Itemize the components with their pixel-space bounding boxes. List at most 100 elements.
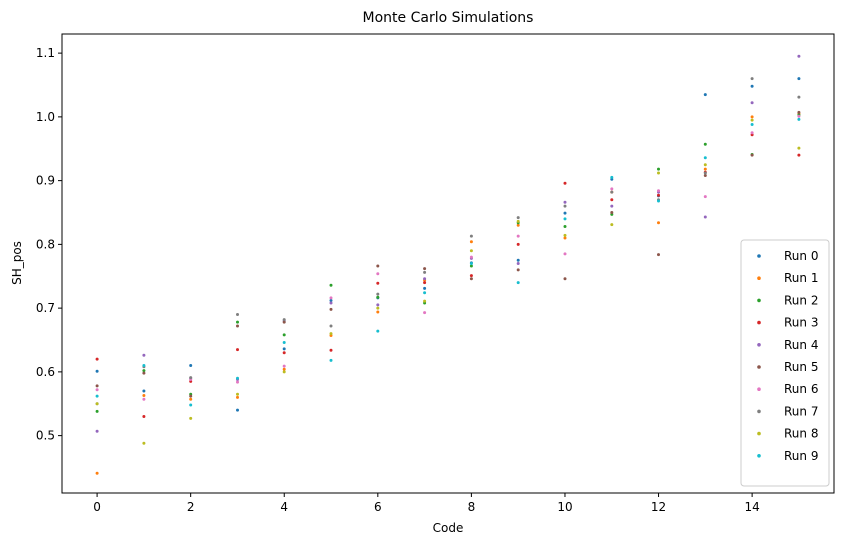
data-point [469, 234, 473, 238]
legend-item: Run 0 [757, 249, 818, 263]
x-tick-label: 0 [93, 500, 101, 514]
data-point [750, 84, 754, 88]
series-run-4 [95, 54, 801, 433]
data-point [95, 357, 99, 361]
chart-title: Monte Carlo Simulations [363, 10, 534, 26]
data-point [797, 110, 801, 114]
legend-item: Run 4 [757, 338, 818, 352]
data-point [563, 204, 567, 208]
data-point [189, 403, 193, 407]
y-tick-label: 0.5 [36, 429, 55, 443]
data-point [189, 394, 193, 398]
data-point [703, 215, 707, 219]
data-point [236, 320, 239, 324]
data-point [750, 77, 754, 81]
data-point [376, 264, 380, 268]
data-point [750, 123, 754, 126]
data-point [376, 310, 380, 314]
data-point [703, 156, 707, 160]
data-point [423, 281, 427, 285]
legend-item: Run 1 [757, 271, 818, 285]
data-point [376, 281, 380, 285]
data-point [329, 324, 333, 328]
y-tick-label: 0.6 [36, 365, 55, 379]
legend-marker [757, 254, 761, 258]
data-point [516, 281, 520, 285]
x-tick-label: 2 [187, 500, 195, 514]
data-point [610, 223, 614, 227]
data-point [282, 320, 286, 324]
y-axis-label: SH_pos [10, 241, 24, 285]
legend-marker [757, 365, 761, 369]
legend-marker [757, 343, 761, 347]
data-point [95, 429, 99, 433]
data-point [610, 198, 614, 202]
x-tick-label: 10 [557, 500, 572, 514]
legend-label: Run 8 [784, 427, 818, 441]
data-point [236, 392, 239, 396]
data-point [657, 171, 660, 175]
data-point [189, 376, 193, 380]
data-point [563, 225, 567, 228]
data-point [657, 199, 660, 203]
data-point [563, 217, 567, 221]
data-point [376, 295, 380, 299]
data-point [142, 415, 146, 418]
data-point [236, 376, 239, 380]
x-tick-label: 14 [744, 500, 759, 514]
plot-frame [61, 33, 835, 494]
legend-marker [757, 431, 761, 436]
y-tick-label: 1.1 [36, 46, 55, 60]
data-point [610, 204, 614, 208]
data-point [563, 200, 567, 204]
legend-marker [757, 387, 761, 392]
legend-label: Run 1 [784, 271, 818, 285]
data-point [142, 369, 146, 373]
data-point [282, 333, 286, 337]
x-tick-label: 8 [468, 500, 476, 514]
x-tick-label: 4 [280, 500, 288, 514]
legend-item: Run 8 [757, 427, 818, 441]
data-point [750, 101, 754, 105]
data-point [610, 190, 614, 194]
data-point [797, 77, 801, 81]
series-run-9 [95, 117, 801, 407]
data-point [282, 367, 286, 371]
data-point [236, 324, 239, 328]
data-point [329, 332, 333, 336]
data-point [423, 270, 427, 274]
data-point [142, 364, 146, 367]
data-point [95, 369, 99, 373]
data-point [610, 211, 614, 214]
data-point [516, 268, 520, 272]
data-point [657, 253, 660, 257]
legend-label: Run 2 [784, 293, 818, 307]
data-point [236, 348, 239, 352]
data-point [189, 397, 193, 401]
data-point [797, 114, 801, 118]
legend-label: Run 4 [784, 338, 818, 352]
legend-label: Run 6 [784, 382, 818, 396]
series-run-8 [95, 118, 801, 445]
data-point [469, 274, 473, 278]
data-point [516, 258, 520, 262]
data-point [236, 313, 239, 316]
legend-label: Run 9 [784, 449, 818, 463]
data-point [469, 255, 473, 259]
data-point [563, 236, 567, 240]
data-point [657, 189, 660, 193]
data-point [469, 277, 473, 281]
data-point [657, 167, 660, 171]
x-tick-label: 12 [651, 500, 666, 514]
y-tick-label: 0.9 [36, 174, 55, 188]
data-point [750, 118, 754, 122]
y-tick-label: 0.7 [36, 301, 55, 315]
data-point [282, 341, 286, 344]
data-point [469, 264, 473, 268]
data-point [703, 167, 707, 171]
data-point [236, 380, 239, 384]
data-point [563, 233, 567, 237]
data-point [142, 394, 146, 397]
series-run-5 [95, 110, 801, 398]
